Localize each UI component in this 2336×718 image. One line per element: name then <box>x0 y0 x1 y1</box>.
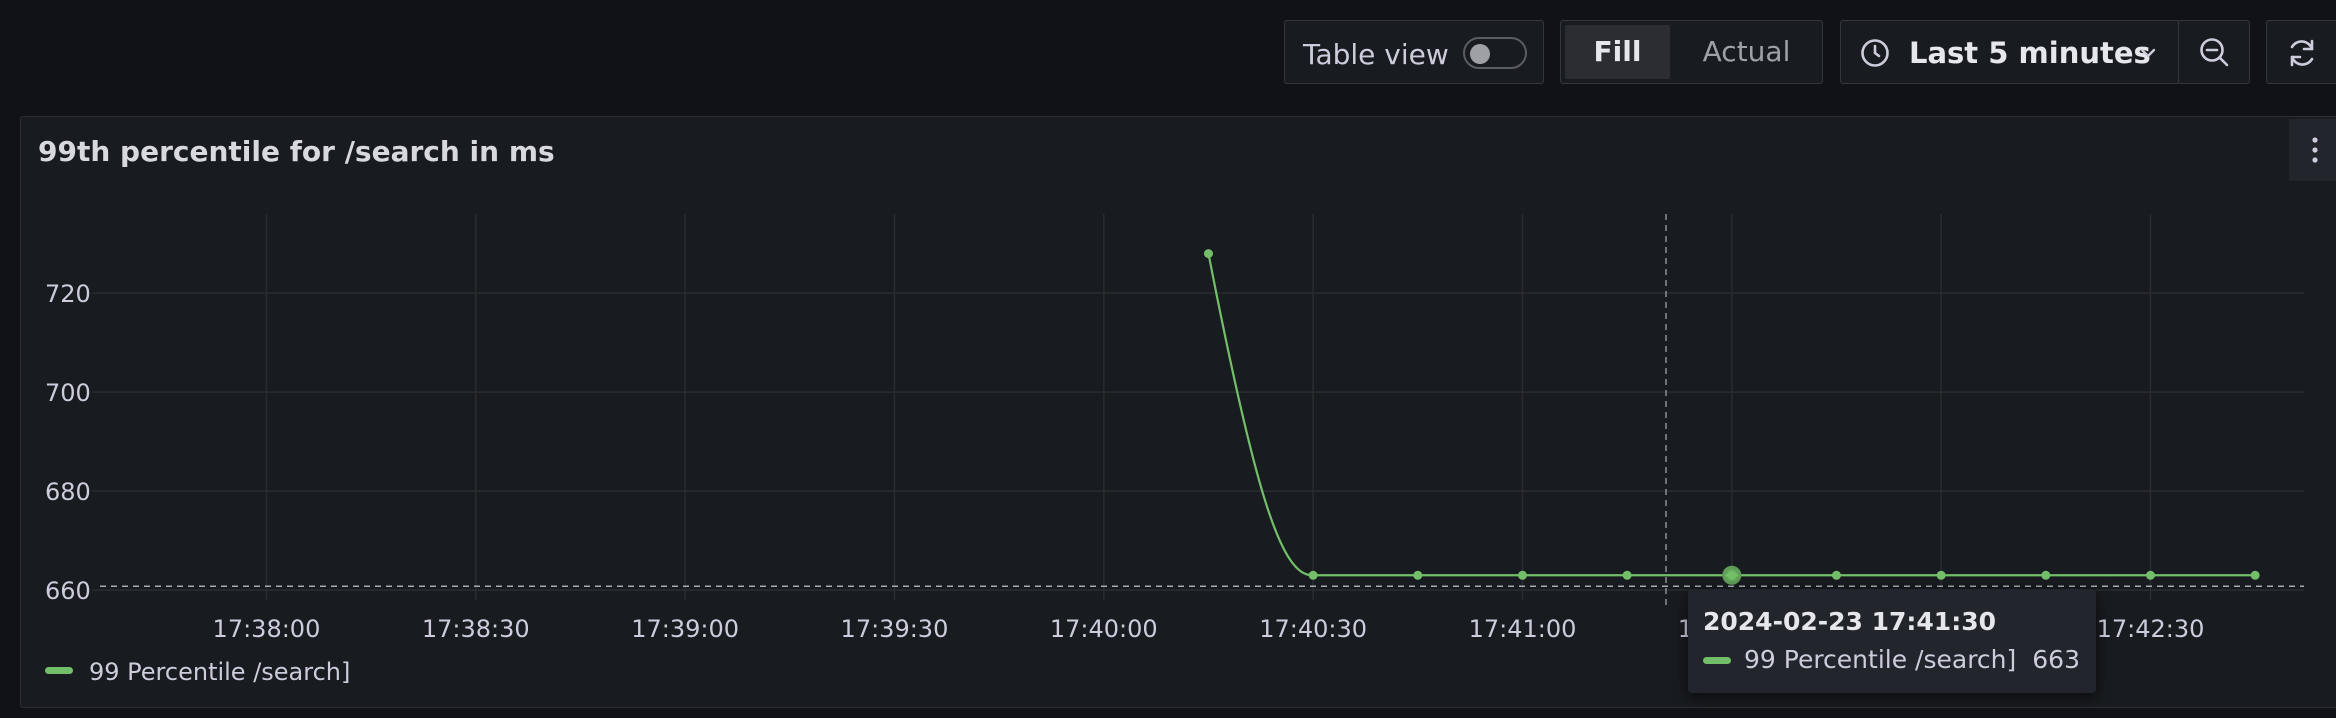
x-tick-label: 17:39:00 <box>631 615 739 643</box>
series-point <box>1203 249 1213 259</box>
x-tick-label: 17:41:00 <box>1469 615 1577 643</box>
actual-option[interactable]: Actual <box>1702 35 1791 68</box>
tooltip-value: 663 <box>2032 645 2080 674</box>
chevron-down-icon <box>2139 45 2157 64</box>
series-point <box>1517 570 1527 580</box>
series-point <box>1936 570 1946 580</box>
x-tick-label: 17:38:30 <box>422 615 530 643</box>
legend[interactable]: 99 Percentile /search] <box>45 658 350 686</box>
hover-point <box>1722 565 1742 585</box>
series-point <box>2250 570 2260 580</box>
more-vertical-icon <box>2312 137 2318 163</box>
y-tick-label: 680 <box>45 478 91 506</box>
zoom-out-button[interactable] <box>2180 20 2250 84</box>
series-line[interactable] <box>1207 253 2256 577</box>
legend-label: 99 Percentile /search] <box>89 658 350 686</box>
series-points <box>1203 249 2260 580</box>
y-tick-label: 720 <box>45 280 91 308</box>
y-tick-label: 700 <box>45 379 91 407</box>
y-axis-labels: 660 680 700 720 <box>45 280 91 605</box>
switch-knob <box>1470 44 1490 64</box>
series-point <box>1831 570 1841 580</box>
series-point <box>1308 570 1318 580</box>
y-tick-label: 660 <box>45 577 91 605</box>
panel-menu-button[interactable] <box>2289 119 2336 181</box>
x-tick-label: 17:38:00 <box>213 615 321 643</box>
tooltip-swatch <box>1703 657 1731 664</box>
series-point <box>1413 570 1423 580</box>
time-range-picker[interactable]: Last 5 minutes <box>1840 20 2181 84</box>
table-view-switch[interactable] <box>1463 37 1527 69</box>
legend-swatch <box>45 667 73 674</box>
table-view-toggle-group[interactable]: Table view <box>1284 20 1544 84</box>
panel-title: 99th percentile for /search in ms <box>38 135 555 168</box>
x-tick-label: 17:42:30 <box>2097 615 2205 643</box>
tooltip-series-name: 99 Percentile /search] <box>1744 645 2017 674</box>
x-tick-label: 17:40:00 <box>1050 615 1158 643</box>
series-point <box>2041 570 2051 580</box>
fill-actual-radio-group: Fill Actual <box>1560 20 1823 84</box>
series-point <box>2145 570 2155 580</box>
horizontal-gridlines <box>92 292 2304 591</box>
series-point <box>1622 570 1632 580</box>
fill-option[interactable]: Fill <box>1565 25 1670 79</box>
tooltip-time: 2024-02-23 17:41:30 <box>1703 607 1996 636</box>
refresh-icon <box>2290 39 2314 67</box>
vertical-gridlines <box>265 214 2152 600</box>
time-range-label: Last 5 minutes <box>1909 36 2151 70</box>
hover-tooltip: 2024-02-23 17:41:30 99 Percentile /searc… <box>1688 589 2096 693</box>
refresh-button[interactable] <box>2266 20 2336 84</box>
clock-icon <box>1859 37 1891 73</box>
table-view-label: Table view <box>1303 38 1449 71</box>
zoom-out-icon <box>2200 38 2229 67</box>
picker-divider <box>2178 21 2179 83</box>
x-tick-label: 17:39:30 <box>841 615 949 643</box>
x-tick-label: 17:40:30 <box>1259 615 1367 643</box>
